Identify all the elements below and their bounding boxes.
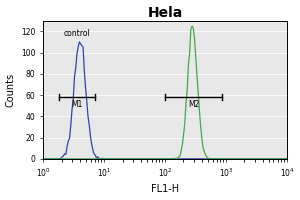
Title: Hela: Hela xyxy=(148,6,183,20)
Text: M1: M1 xyxy=(71,100,82,109)
Text: control: control xyxy=(64,29,91,38)
X-axis label: FL1-H: FL1-H xyxy=(151,184,179,194)
Text: M2: M2 xyxy=(188,100,199,109)
Y-axis label: Counts: Counts xyxy=(6,73,16,107)
